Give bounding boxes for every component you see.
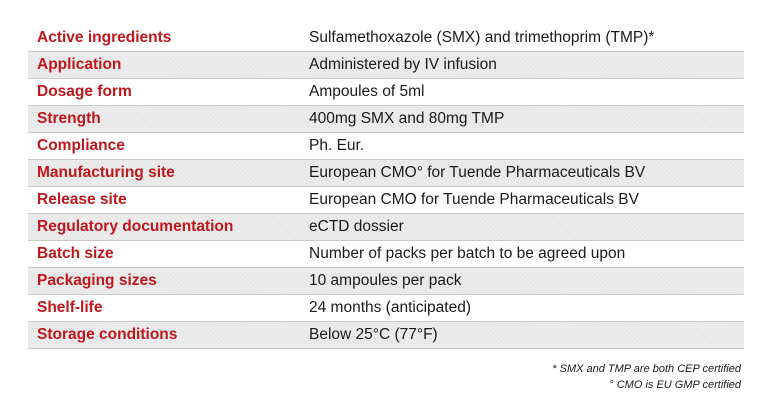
spec-value: Administered by IV infusion (309, 56, 497, 73)
spec-row-regulatory-documentation: Regulatory documentation eCTD dossier (28, 214, 744, 241)
spec-label: Strength (37, 110, 101, 127)
spec-row-dosage-form: Dosage form Ampoules of 5ml (28, 79, 744, 106)
spec-label: Application (37, 56, 122, 73)
spec-row-shelf-life: Shelf-life 24 months (anticipated) (28, 295, 744, 322)
footnotes: * SMX and TMP are both CEP certified ° C… (552, 361, 741, 393)
spec-label: Batch size (37, 245, 114, 262)
spec-row-manufacturing-site: Manufacturing site European CMO° for Tue… (28, 160, 744, 187)
spec-label: Dosage form (37, 83, 132, 100)
spec-value: Below 25°C (77°F) (309, 326, 438, 343)
spec-value: Ampoules of 5ml (309, 83, 425, 100)
spec-row-application: Application Administered by IV infusion (28, 52, 744, 79)
spec-label: Shelf-life (37, 299, 103, 316)
spec-value: Sulfamethoxazole (SMX) and trimethoprim … (309, 28, 655, 46)
spec-value: 400mg SMX and 80mg TMP (309, 110, 505, 127)
spec-value: European CMO for Tuende Pharmaceuticals … (309, 191, 639, 208)
spec-value: 24 months (anticipated) (309, 299, 471, 316)
spec-row-packaging-sizes: Packaging sizes 10 ampoules per pack (28, 268, 744, 295)
spec-label: Release site (37, 191, 127, 208)
footnote-cep: * SMX and TMP are both CEP certified (552, 363, 741, 375)
spec-row-active-ingredients: Active ingredients Sulfamethoxazole (SMX… (28, 24, 744, 52)
spec-value: European CMO° for Tuende Pharmaceuticals… (309, 164, 646, 181)
spec-row-compliance: Compliance Ph. Eur. (28, 133, 744, 160)
spec-value: eCTD dossier (309, 218, 404, 235)
spec-row-batch-size: Batch size Number of packs per batch to … (28, 241, 744, 268)
product-spec-table: Active ingredients Sulfamethoxazole (SMX… (28, 24, 744, 349)
footnote-gmp: ° CMO is EU GMP certified (609, 379, 741, 391)
spec-label: Regulatory documentation (37, 218, 234, 235)
spec-label: Packaging sizes (37, 272, 157, 289)
spec-value: Number of packs per batch to be agreed u… (309, 245, 626, 262)
spec-value: Ph. Eur. (309, 137, 365, 154)
spec-row-strength: Strength 400mg SMX and 80mg TMP (28, 106, 744, 133)
spec-row-release-site: Release site European CMO for Tuende Pha… (28, 187, 744, 214)
spec-row-storage-conditions: Storage conditions Below 25°C (77°F) (28, 322, 744, 349)
spec-label: Storage conditions (37, 326, 178, 343)
spec-label: Compliance (37, 137, 125, 154)
spec-label: Manufacturing site (37, 164, 175, 181)
spec-value: 10 ampoules per pack (309, 272, 462, 289)
spec-label: Active ingredients (37, 28, 172, 46)
